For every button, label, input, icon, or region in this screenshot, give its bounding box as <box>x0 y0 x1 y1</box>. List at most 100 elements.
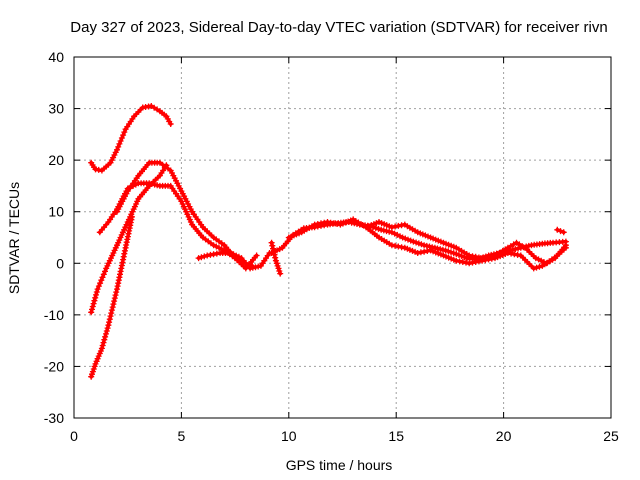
data-point <box>561 230 566 235</box>
data-point <box>104 266 108 271</box>
data-point <box>454 252 459 256</box>
data-point <box>299 230 304 235</box>
x-tick-label: 25 <box>603 428 619 444</box>
x-tick-labels: 0 5 10 15 20 25 <box>70 428 619 444</box>
data-point <box>168 122 173 126</box>
data-point <box>531 266 536 271</box>
data-point <box>411 239 416 244</box>
x-tick-label: 10 <box>281 428 297 444</box>
y-tick-label: 40 <box>48 49 64 65</box>
x-tick-label: 5 <box>178 428 186 444</box>
data-point <box>506 246 510 250</box>
data-point <box>441 253 446 258</box>
x-axis-label: GPS time / hours <box>286 457 393 473</box>
y-axis-label: SDTVAR / TECUs <box>6 182 22 294</box>
data-point <box>467 261 472 266</box>
y-tick-label: -20 <box>44 358 64 374</box>
data-point <box>168 168 173 173</box>
y-tick-label: 20 <box>48 152 64 168</box>
data-point <box>168 184 173 188</box>
data-point <box>443 248 448 253</box>
data-point <box>125 220 130 224</box>
data-point <box>106 220 111 224</box>
data-point <box>147 160 151 165</box>
data-point <box>467 253 472 258</box>
data-point <box>115 209 119 214</box>
data-point <box>454 258 459 263</box>
data-point <box>125 189 130 193</box>
data-point <box>428 248 433 253</box>
data-point <box>551 240 555 245</box>
data-point <box>205 253 209 258</box>
data-point <box>540 264 545 268</box>
data-point <box>89 160 93 165</box>
data-point <box>158 173 162 178</box>
data-point <box>229 251 233 255</box>
data-point <box>564 246 568 250</box>
data-point <box>123 246 128 250</box>
data-point <box>400 235 405 240</box>
data-point <box>523 246 527 250</box>
data-point <box>364 225 368 229</box>
data-point <box>115 243 119 247</box>
data-point <box>493 253 497 258</box>
data-point <box>441 240 446 245</box>
data-traces <box>88 103 569 380</box>
data-point <box>403 246 407 250</box>
data-point <box>506 251 510 255</box>
y-tick-label: 30 <box>48 101 64 117</box>
data-point <box>106 323 111 328</box>
y-tick-labels: -30 -20 -10 0 10 20 30 40 <box>44 49 64 426</box>
data-point <box>136 181 141 186</box>
data-point <box>136 173 141 178</box>
data-point <box>211 243 216 247</box>
data-point <box>190 209 194 214</box>
data-point <box>108 160 113 165</box>
data-point <box>201 235 205 240</box>
data-point <box>147 181 151 186</box>
x-tick-label: 15 <box>388 428 404 444</box>
series-markers <box>195 250 273 272</box>
series-trace-j <box>363 219 569 267</box>
data-point <box>422 243 426 247</box>
series-markers <box>268 239 284 277</box>
data-point <box>544 261 549 266</box>
data-point <box>338 222 343 227</box>
plot-frame <box>73 56 612 419</box>
data-point <box>201 225 205 229</box>
series-trace-b <box>88 213 135 380</box>
y-tick-label: -30 <box>44 410 64 426</box>
data-point <box>555 228 560 232</box>
x-tick-label: 0 <box>70 428 78 444</box>
data-point <box>248 266 252 271</box>
data-point <box>132 114 136 119</box>
data-point <box>254 253 259 258</box>
data-point <box>95 287 100 291</box>
data-point <box>390 225 394 229</box>
data-point <box>269 240 274 245</box>
data-point <box>278 271 283 276</box>
axis-ticks <box>73 56 612 419</box>
data-point <box>465 256 469 260</box>
data-point <box>123 127 128 131</box>
data-point <box>164 114 169 119</box>
data-point <box>390 230 394 235</box>
x-tick-label: 20 <box>496 428 512 444</box>
data-point <box>564 239 568 244</box>
series-trace-a <box>88 103 174 174</box>
data-point <box>379 228 384 232</box>
data-point <box>89 310 93 315</box>
data-point <box>312 222 317 227</box>
series-trace-f <box>195 250 273 272</box>
data-point <box>287 235 291 240</box>
data-point <box>351 217 356 222</box>
data-point <box>269 251 274 255</box>
data-point <box>244 266 248 271</box>
data-point <box>480 256 484 260</box>
data-point <box>179 189 184 193</box>
data-point <box>377 235 381 240</box>
data-point <box>196 256 201 260</box>
data-point <box>100 168 104 173</box>
data-point <box>325 220 330 224</box>
